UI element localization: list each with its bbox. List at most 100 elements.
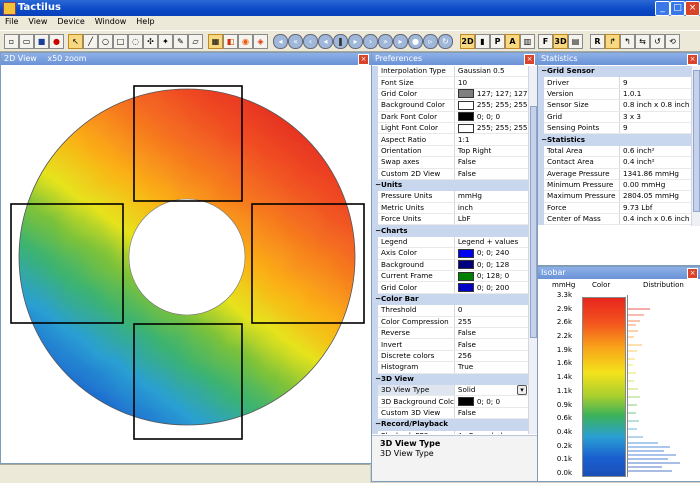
property-row-contact-area[interactable]: Contact Area 0.4 inch² <box>538 156 692 169</box>
pen-edit-icon[interactable]: ✎ <box>173 34 188 49</box>
property-row-sensing-points[interactable]: Sensing Points 9 <box>538 122 692 135</box>
property-value[interactable]: Top Right <box>454 145 529 158</box>
property-row-driver[interactable]: Driver 9 <box>538 76 692 89</box>
collapse-icon[interactable]: − <box>541 66 548 76</box>
close-icon[interactable]: × <box>687 54 698 65</box>
property-value[interactable]: 1.0.1 <box>619 88 692 101</box>
color-swatch[interactable] <box>457 89 474 99</box>
property-row-pressure-units[interactable]: Pressure Units mmHg <box>372 190 529 203</box>
color-swatch[interactable] <box>457 283 474 293</box>
property-value[interactable]: 255 <box>454 316 529 329</box>
property-value[interactable]: 0; 0; 200 <box>454 281 529 294</box>
property-value[interactable]: 2804.05 mmHg <box>619 190 692 203</box>
property-row-font-size[interactable]: Font Size 10 <box>372 76 529 89</box>
table-icon[interactable]: ▤ <box>568 34 583 49</box>
property-row-maximum-pressure[interactable]: Maximum Pressure 2804.05 mmHg <box>538 190 692 203</box>
property-value[interactable]: 10 <box>454 76 529 89</box>
lasso-icon[interactable]: ◌ <box>128 34 143 49</box>
property-value[interactable]: 0; 0; 240 <box>454 247 529 260</box>
property-row-aspect-ratio[interactable]: Aspect Ratio 1:1 <box>372 133 529 146</box>
property-row-orientation[interactable]: Orientation Top Right <box>372 145 529 158</box>
property-value[interactable]: 9 <box>619 122 692 135</box>
menu-window[interactable]: Window <box>94 17 127 26</box>
property-value[interactable]: 3 x 3 <box>619 111 692 123</box>
loop-icon[interactable]: ↻ <box>438 34 453 49</box>
property-row-center-of-mass[interactable]: Center of Mass 0.4 inch x 0.6 inch <box>538 213 692 226</box>
category-charts[interactable]: −Charts <box>372 224 529 237</box>
property-value[interactable]: 256 <box>454 350 529 363</box>
property-value[interactable]: False <box>454 338 529 351</box>
statistics-scrollbar[interactable] <box>691 66 700 226</box>
property-value[interactable]: 255; 255; 255 <box>454 122 529 135</box>
property-value[interactable]: False <box>454 327 529 340</box>
minimize-button[interactable]: _ <box>655 1 670 16</box>
category-grid-sensor[interactable]: −Grid Sensor <box>538 66 692 78</box>
category-3d-view[interactable]: −3D View <box>372 373 529 385</box>
play-icon[interactable]: ▸ <box>393 34 408 49</box>
property-row-force[interactable]: Force 9.73 Lbf <box>538 202 692 215</box>
property-row-version[interactable]: Version 1.0.1 <box>538 88 692 101</box>
property-value[interactable]: False <box>454 407 529 420</box>
property-row-legend[interactable]: Legend Legend + values <box>372 236 529 249</box>
rotate-z-icon[interactable]: ↺ <box>650 34 665 49</box>
ellipse-select-icon[interactable]: ○ <box>98 34 113 49</box>
step-back-icon[interactable]: ‹ <box>303 34 318 49</box>
property-row-grid-color[interactable]: Grid Color 0; 0; 200 <box>372 281 529 294</box>
property-value[interactable]: 1:1 <box>454 133 529 146</box>
property-value[interactable]: 0.4 inch x 0.6 inch <box>619 213 692 226</box>
chart-icon[interactable]: ▮ <box>475 34 490 49</box>
property-value[interactable]: False <box>454 156 529 169</box>
close-button[interactable]: × <box>685 1 700 16</box>
collapse-icon[interactable]: − <box>375 180 382 190</box>
property-row-discrete-colors[interactable]: Discrete colors 256 <box>372 350 529 363</box>
property-row-average-pressure[interactable]: Average Pressure 1341.86 mmHg <box>538 168 692 180</box>
property-row-reverse[interactable]: Reverse False <box>372 327 529 340</box>
rewind-icon[interactable]: « <box>288 34 303 49</box>
preferences-scrollbar[interactable] <box>528 66 537 434</box>
open-file-icon[interactable]: ▭ <box>19 34 34 49</box>
step-forward-icon[interactable]: › <box>363 34 378 49</box>
pencil-icon[interactable]: ╱ <box>83 34 98 49</box>
property-row-background[interactable]: Background 0; 0; 128 <box>372 259 529 272</box>
record-icon[interactable]: ● <box>408 34 423 49</box>
property-value[interactable]: 1341.86 mmHg <box>619 168 692 180</box>
property-value[interactable]: 0.8 inch x 0.8 inch <box>619 99 692 112</box>
menu-help[interactable]: Help <box>136 17 155 26</box>
property-row-sensor-size[interactable]: Sensor Size 0.8 inch x 0.8 inch <box>538 99 692 112</box>
save-icon[interactable]: ■ <box>34 34 49 49</box>
dropdown-arrow-icon[interactable]: ▾ <box>517 385 527 395</box>
property-row-axis-color[interactable]: Axis Color 0; 0; 240 <box>372 247 529 260</box>
rotate-button[interactable]: R <box>590 34 605 49</box>
property-value[interactable]: 0 <box>454 304 529 317</box>
color-swatch[interactable] <box>457 112 474 122</box>
fast-forward-icon[interactable]: » <box>378 34 393 49</box>
close-icon[interactable]: × <box>524 54 535 65</box>
property-value[interactable]: 127; 127; 127 <box>454 88 529 101</box>
collapse-icon[interactable]: − <box>375 419 382 429</box>
category-record-playback[interactable]: −Record/Playback <box>372 418 529 431</box>
menu-device[interactable]: Device <box>57 17 85 26</box>
property-row-grid[interactable]: Grid 3 x 3 <box>538 111 692 123</box>
cross-select-icon[interactable]: ✣ <box>143 34 158 49</box>
bar-chart-icon[interactable]: ▥ <box>520 34 535 49</box>
property-row-color-compression[interactable]: Color Compression 255 <box>372 316 529 329</box>
collapse-icon[interactable]: − <box>375 294 382 303</box>
property-value[interactable]: 0.00 mmHg <box>619 179 692 192</box>
property-value[interactable]: 0; 128; 0 <box>454 270 529 283</box>
collapse-icon[interactable]: − <box>375 225 382 235</box>
pointer-icon[interactable]: ↖ <box>68 34 83 49</box>
category-units[interactable]: −Units <box>372 179 529 192</box>
eraser-icon[interactable]: ▱ <box>188 34 203 49</box>
property-value[interactable]: inch <box>454 202 529 215</box>
pressure-button[interactable]: P <box>490 34 505 49</box>
property-value[interactable]: 0.6 inch² <box>619 145 692 158</box>
color-swatch[interactable] <box>457 260 474 270</box>
property-value[interactable]: LbF <box>454 213 529 226</box>
grid-icon[interactable]: ▦ <box>208 34 223 49</box>
property-value[interactable]: 9 <box>619 76 692 89</box>
property-value[interactable]: True <box>454 361 529 374</box>
pause-icon[interactable]: ❚ <box>333 34 348 49</box>
property-value[interactable]: mmHg <box>454 190 529 203</box>
property-value[interactable]: 0; 0; 128 <box>454 259 529 272</box>
force-button[interactable]: F <box>538 34 553 49</box>
